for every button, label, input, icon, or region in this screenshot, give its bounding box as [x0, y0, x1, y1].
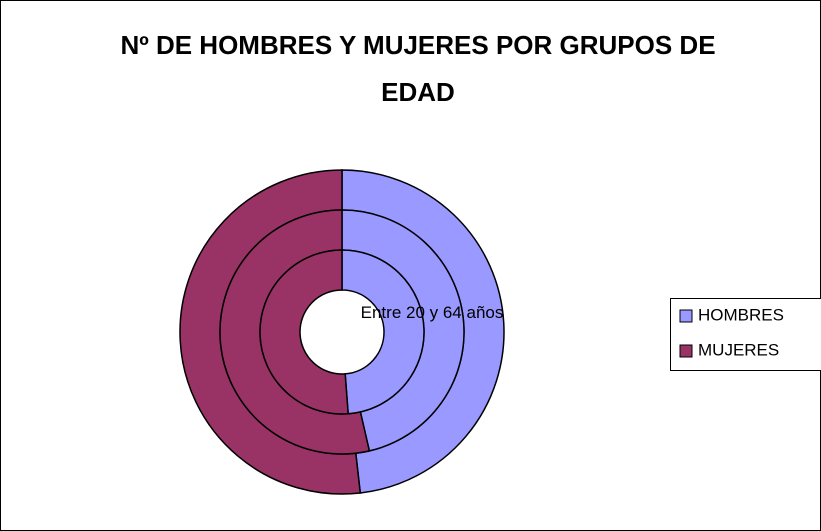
chart-title: Nº DE HOMBRES Y MUJERES POR GRUPOS DE ED…: [120, 30, 716, 107]
ring-label: Entre 20 y 64 años: [360, 303, 504, 322]
doughnut-segment: [341, 249, 425, 415]
legend-label: MUJERES: [698, 340, 779, 359]
doughnut-segment: [259, 249, 349, 415]
legend-swatch: [679, 344, 693, 358]
legend-label: HOMBRES: [698, 305, 784, 324]
legend-box: [670, 298, 821, 371]
legend-swatch: [679, 309, 693, 323]
